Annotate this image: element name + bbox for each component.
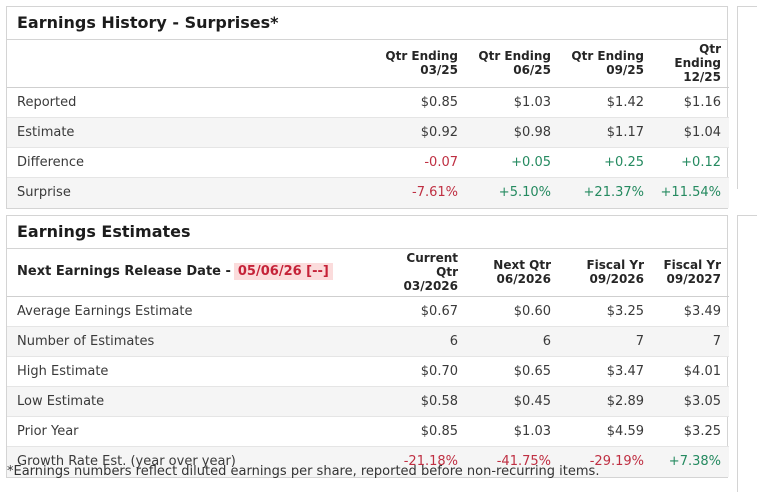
table-row: Growth Rate Est. (year over year) -21.18…: [7, 446, 729, 477]
table-cell: $3.49: [652, 296, 729, 327]
estimates-column-header: Fiscal Yr 09/2026: [559, 249, 652, 297]
row-label: Reported: [7, 87, 373, 118]
row-label: Difference: [7, 147, 373, 178]
table-cell: -21.18%: [403, 454, 458, 470]
row-label: High Estimate: [7, 356, 373, 387]
table-row: Average Earnings Estimate $0.67 $0.60 $3…: [7, 296, 729, 327]
table-cell: $0.98: [466, 117, 559, 148]
estimates-column-header: Fiscal Yr 09/2027: [652, 249, 729, 297]
history-header-spacer: [7, 40, 373, 88]
table-cell: $0.85: [373, 87, 466, 118]
table-cell: $0.85: [373, 416, 466, 447]
table-cell: +11.54%: [660, 185, 721, 201]
earnings-history-panel: Earnings History - Surprises* Qtr Ending…: [6, 6, 729, 209]
table-row: Low Estimate $0.58 $0.45 $2.89 $3.05: [7, 386, 729, 417]
table-cell: $3.25: [559, 296, 652, 327]
row-label: Number of Estimates: [7, 326, 373, 357]
earnings-estimates-table: Next Earnings Release Date -05/06/26 [--…: [7, 249, 729, 477]
table-row: High Estimate $0.70 $0.65 $3.47 $4.01: [7, 356, 729, 387]
footnote: *Earnings numbers reflect diluted earnin…: [7, 464, 600, 479]
table-cell: -7.61%: [412, 185, 458, 201]
table-cell: $1.03: [466, 87, 559, 118]
table-cell: $0.70: [373, 356, 466, 387]
history-column-header: Qtr Ending 12/25: [652, 40, 729, 88]
table-cell: +5.10%: [498, 185, 551, 201]
table-cell: $1.03: [466, 416, 559, 447]
row-label: Prior Year: [7, 416, 373, 447]
table-row: Estimate $0.92 $0.98 $1.17 $1.04: [7, 117, 729, 148]
table-cell: $0.60: [466, 296, 559, 327]
estimates-column-header: Current Qtr 03/2026: [373, 249, 466, 297]
table-cell: +0.25: [559, 147, 652, 178]
row-label: Average Earnings Estimate: [7, 296, 373, 327]
adjacent-panel-edge: [737, 215, 757, 492]
table-cell: $1.16: [652, 87, 729, 118]
table-cell: 7: [559, 326, 652, 357]
table-cell: $0.65: [466, 356, 559, 387]
table-cell: $3.05: [652, 386, 729, 417]
table-cell: -29.19%: [589, 454, 644, 470]
estimates-header-row: Next Earnings Release Date -05/06/26 [--…: [7, 249, 729, 297]
table-row: Difference -0.07 +0.05 +0.25 +0.12: [7, 147, 729, 178]
table-cell: $0.67: [373, 296, 466, 327]
row-label: Growth Rate Est. (year over year): [17, 454, 236, 470]
table-cell: +21.37%: [583, 185, 644, 201]
estimates-column-header: Next Qtr 06/2026: [466, 249, 559, 297]
table-cell: $0.92: [373, 117, 466, 148]
table-cell: -41.75%: [496, 454, 551, 470]
table-cell: $4.01: [652, 356, 729, 387]
history-column-header: Qtr Ending 03/25: [373, 40, 466, 88]
table-row: Reported $0.85 $1.03 $1.42 $1.16: [7, 87, 729, 118]
table-cell: +0.05: [466, 147, 559, 178]
table-cell: $1.04: [652, 117, 729, 148]
release-date-value: 05/06/26 [--]: [233, 263, 333, 280]
row-label: Low Estimate: [7, 386, 373, 417]
table-cell: +7.38%: [668, 454, 721, 470]
table-row: Number of Estimates 6 6 7 7: [7, 326, 729, 357]
table-cell: $1.17: [559, 117, 652, 148]
table-cell: $3.25: [652, 416, 729, 447]
table-cell: $2.89: [559, 386, 652, 417]
table-cell: $3.47: [559, 356, 652, 387]
table-cell: $0.45: [466, 386, 559, 417]
table-row: Surprise -7.61% +5.10% +21.37% +11.54%: [7, 177, 729, 208]
next-earnings-release: Next Earnings Release Date -05/06/26 [--…: [7, 249, 373, 297]
table-cell: -0.07: [373, 147, 466, 178]
history-column-header: Qtr Ending 09/25: [559, 40, 652, 88]
table-cell: 6: [373, 326, 466, 357]
table-cell: $0.58: [373, 386, 466, 417]
table-cell: 7: [652, 326, 729, 357]
release-date-label: Next Earnings Release Date -: [17, 264, 231, 279]
table-row: Prior Year $0.85 $1.03 $4.59 $3.25: [7, 416, 729, 447]
table-cell: $1.42: [559, 87, 652, 118]
row-label: Surprise: [17, 185, 71, 201]
history-column-header: Qtr Ending 06/25: [466, 40, 559, 88]
earnings-history-table: Qtr Ending 03/25 Qtr Ending 06/25 Qtr En…: [7, 40, 729, 208]
earnings-history-title: Earnings History - Surprises*: [7, 7, 727, 40]
earnings-estimates-title: Earnings Estimates: [7, 216, 727, 249]
history-header-row: Qtr Ending 03/25 Qtr Ending 06/25 Qtr En…: [7, 40, 729, 88]
row-label: Estimate: [7, 117, 373, 148]
table-cell: +0.12: [652, 147, 729, 178]
adjacent-panel-edge: [737, 6, 757, 189]
table-cell: $4.59: [559, 416, 652, 447]
earnings-estimates-panel: Earnings Estimates Next Earnings Release…: [6, 215, 729, 478]
table-cell: 6: [466, 326, 559, 357]
